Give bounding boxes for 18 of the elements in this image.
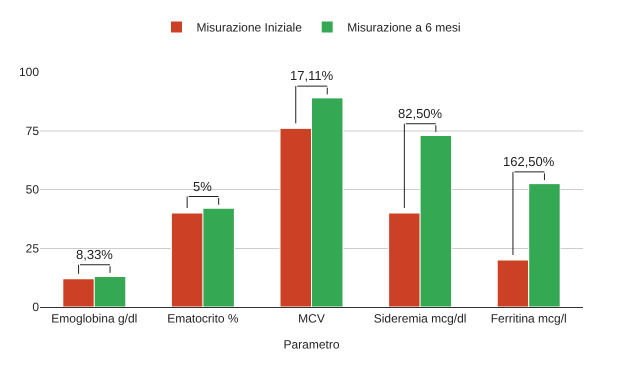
y-tick-label: 25 [26, 241, 40, 256]
annotation: 17,11% [290, 68, 334, 83]
y-tick-label: 75 [26, 124, 40, 138]
legend-label: Misurazione Iniziale [196, 20, 302, 35]
x-tick-label: MCV [298, 311, 325, 326]
x-tick-label: Ferritina mcg/l [490, 311, 567, 326]
x-tick-label: Sideremia mcg/dl [374, 311, 466, 326]
annotation: 162,50% [503, 154, 555, 169]
y-tick-label: 0 [32, 300, 40, 314]
x-axis-title: Parametro [283, 337, 340, 352]
y-tick-label: 50 [26, 182, 40, 197]
annotation: 8,33% [76, 247, 114, 262]
y-tick-label: 100 [18, 65, 40, 80]
x-tick-label: Ematocrito % [167, 311, 239, 326]
x-tick-label: Emoglobina g/dl [51, 311, 138, 326]
legend-label: Misurazione a 6 mesi [347, 20, 461, 35]
annotation: 82,50% [398, 106, 443, 121]
annotation: 5% [193, 179, 212, 194]
